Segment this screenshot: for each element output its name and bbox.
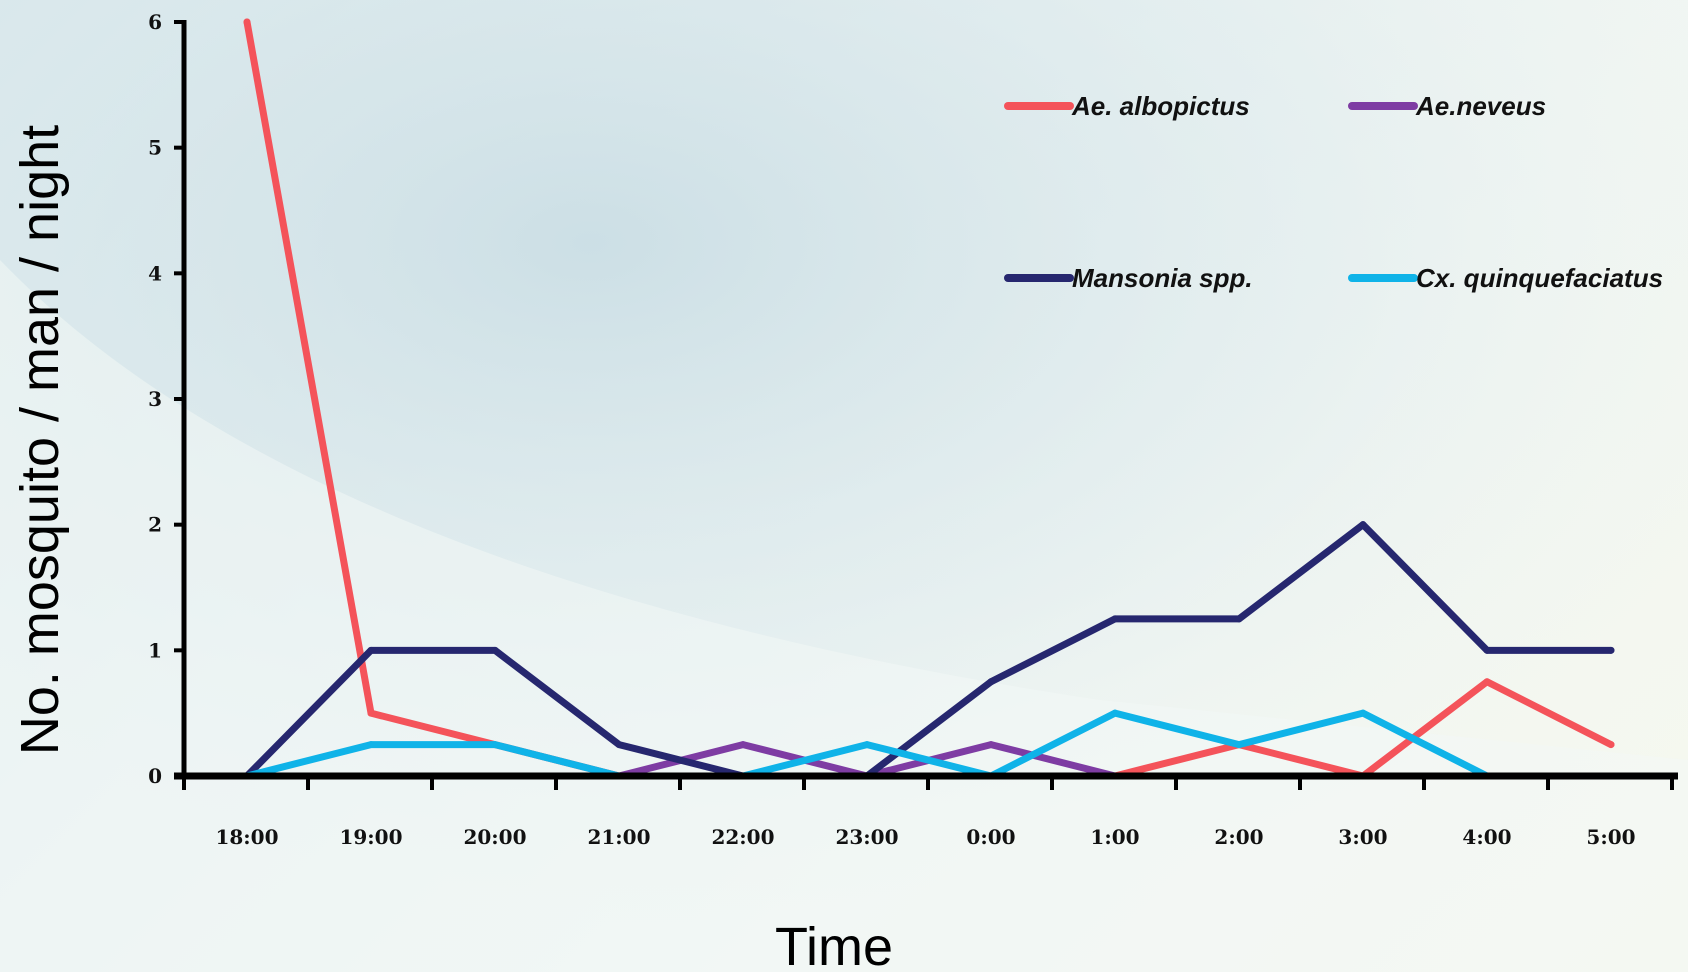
series-line-3 (243, 709, 1615, 780)
x-tick-label: 22:00 (711, 825, 774, 849)
legend-label: Cx. quinquefaciatus (1416, 263, 1663, 293)
y-tick-label: 1 (148, 638, 162, 662)
x-tick-label: 21:00 (587, 825, 650, 849)
x-axis-title: Time (775, 917, 893, 972)
data-point (1111, 615, 1119, 623)
data-point (739, 741, 747, 749)
y-tick-label: 2 (148, 513, 162, 537)
legend-label: Ae.neveus (1415, 91, 1546, 121)
y-tick-label: 5 (148, 136, 162, 160)
x-tick-label: 5:00 (1586, 825, 1635, 849)
data-point (615, 741, 623, 749)
legend-label: Ae. albopictus (1071, 91, 1250, 121)
x-tick-label: 19:00 (339, 825, 402, 849)
y-tick-label: 0 (148, 764, 162, 788)
data-point (491, 741, 499, 749)
data-point (863, 741, 871, 749)
data-point (1359, 521, 1367, 529)
data-point (367, 709, 375, 717)
y-tick-label: 3 (148, 387, 162, 411)
legend: Ae. albopictus Ae.neveus Mansonia spp. Cx. … (1004, 91, 1663, 293)
x-tick-label: 4:00 (1462, 825, 1511, 849)
x-tick-label: 20:00 (463, 825, 526, 849)
x-tick-label: 18:00 (215, 825, 278, 849)
data-point (1235, 741, 1243, 749)
y-axis-title: No. mosquito / man / night (10, 125, 70, 755)
x-tick-label: 1:00 (1090, 825, 1139, 849)
data-point (1235, 615, 1243, 623)
legend-label: Mansonia spp. (1072, 263, 1253, 293)
x-tick-label: 2:00 (1214, 825, 1263, 849)
data-point (243, 18, 251, 26)
y-tick-label: 4 (148, 261, 162, 285)
y-tick-label: 6 (148, 10, 162, 34)
x-tick-label: 3:00 (1338, 825, 1387, 849)
data-point (1359, 709, 1367, 717)
data-point (987, 678, 995, 686)
axes (174, 20, 1678, 790)
data-point (1483, 646, 1491, 654)
data-point (491, 646, 499, 654)
data-point (1607, 741, 1615, 749)
data-point (987, 741, 995, 749)
series-line-2 (243, 521, 1615, 780)
background-swoosh (0, 260, 1688, 972)
x-tick-label: 23:00 (835, 825, 898, 849)
tick-labels: 0 1 2 3 4 5 6 18:00 19:00 20:00 21:00 22:00 23:00 0:0… (148, 10, 1635, 849)
data-point (1111, 709, 1119, 717)
data-point (1483, 678, 1491, 686)
data-point (1607, 646, 1615, 654)
data-point (367, 741, 375, 749)
x-tick-label: 0:00 (966, 825, 1015, 849)
data-point (367, 646, 375, 654)
